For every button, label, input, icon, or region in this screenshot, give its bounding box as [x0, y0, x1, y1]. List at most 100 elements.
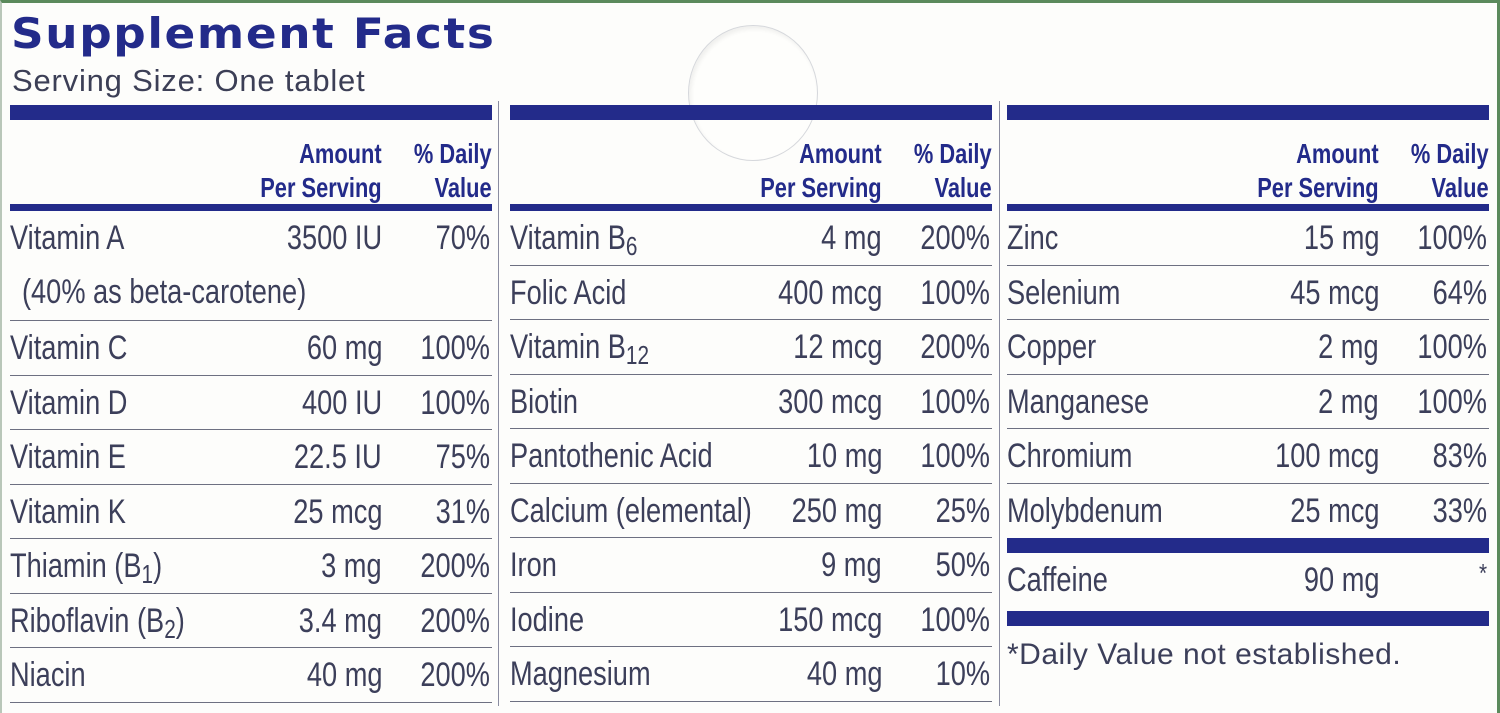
nutrient-name: Biotin	[510, 382, 579, 421]
nutrient-name: Vitamin K	[10, 492, 126, 531]
nutrient-daily-value: 200%	[920, 328, 990, 366]
nutrient-row: Molybdenum 25 mcg 33%	[1007, 484, 1489, 539]
nutrient-row: Magnesium 40 mg 10%	[510, 647, 992, 702]
nutrient-daily-value: 100%	[1417, 382, 1487, 421]
nutrient-name: Folic Acid	[510, 273, 627, 312]
nutrient-column-2: Amount Per Serving % Daily Value Vitamin…	[510, 105, 992, 705]
nutrient-daily-value: 75%	[435, 438, 490, 476]
nutrient-note: (40% as beta-carotene)	[22, 273, 307, 311]
column-header: Amount Per Serving % Daily Value	[1007, 120, 1489, 204]
nutrient-row: Vitamin E 22.5 IU 75%	[10, 430, 492, 485]
nutrient-row: Vitamin K 25 mcg 31%	[10, 485, 492, 539]
nutrient-amount: 150 mcg	[777, 600, 882, 639]
nutrient-daily-value: 100%	[420, 383, 490, 422]
nutrient-row: Iron 9 mg 50%	[510, 538, 992, 593]
amount-per-serving-heading: Amount Per Serving	[760, 138, 882, 203]
footnote: *Daily Value not established.	[1007, 638, 1402, 671]
nutrient-amount: 3500 IU	[286, 219, 382, 257]
nutrient-daily-value: 200%	[920, 219, 990, 257]
section-bar	[1007, 538, 1489, 553]
nutrient-name: Niacin	[10, 656, 86, 694]
nutrient-amount: 40 mg	[806, 655, 882, 693]
nutrient-daily-value: 200%	[420, 547, 490, 585]
nutrient-daily-value: 10%	[935, 655, 990, 693]
nutrient-name: Magnesium	[510, 655, 651, 693]
nutrient-row: Niacin 40 mg 200%	[10, 648, 492, 703]
nutrient-row: Vitamin B6 4 mg 200%	[510, 211, 992, 266]
daily-value-heading: % Daily Value	[1411, 138, 1489, 203]
amount-per-serving-heading: Amount Per Serving	[260, 138, 382, 203]
header-rule	[510, 204, 992, 211]
nutrient-name: Vitamin E	[10, 438, 126, 476]
nutrient-row: Thiamin (B1) 3 mg 200%	[10, 539, 492, 594]
nutrient-name: Vitamin B6	[510, 219, 638, 261]
nutrient-daily-value: 70%	[435, 219, 490, 257]
nutrient-column-1: Amount Per Serving % Daily Value Vitamin…	[10, 105, 492, 705]
amount-per-serving-heading: Amount Per Serving	[1257, 138, 1379, 203]
nutrient-name: Copper	[1007, 328, 1097, 366]
nutrient-daily-value: 100%	[920, 600, 990, 639]
nutrient-amount: 250 mg	[791, 491, 882, 530]
header-rule	[1007, 204, 1489, 211]
nutrient-name: Calcium (elemental)	[510, 491, 752, 530]
nutrient-amount: 2 mg	[1318, 382, 1379, 421]
nutrient-name: Manganese	[1007, 382, 1150, 421]
header-bar	[1007, 105, 1489, 120]
nutrient-row: Vitamin D 400 IU 100%	[10, 376, 492, 430]
header-bar	[510, 105, 992, 120]
nutrient-row: Vitamin C 60 mg 100%	[10, 321, 492, 376]
nutrient-amount: 15 mg	[1303, 219, 1379, 257]
nutrient-amount: 4 mg	[821, 219, 882, 257]
nutrient-amount: 25 mcg	[292, 492, 382, 531]
nutrient-daily-value: 100%	[1417, 328, 1487, 366]
nutrient-column-3: Amount Per Serving % Daily Value Zinc 15…	[1007, 105, 1489, 705]
nutrient-daily-value: 100%	[1417, 219, 1487, 257]
nutrient-row: Copper 2 mg 100%	[1007, 320, 1489, 375]
nutrient-daily-value: 100%	[920, 382, 990, 421]
nutrient-row: Vitamin B12 12 mcg 200%	[510, 320, 992, 375]
nutrient-row: Manganese 2 mg 100%	[1007, 375, 1489, 429]
nutrient-name: Vitamin A	[10, 219, 125, 257]
nutrient-daily-value: 100%	[420, 329, 490, 367]
asterisk-marker: *	[1478, 558, 1487, 588]
nutrient-amount: 45 mcg	[1289, 273, 1379, 312]
nutrient-row: Zinc 15 mg 100%	[1007, 211, 1489, 266]
caffeine-row: Caffeine 90 mg *	[1007, 553, 1489, 611]
nutrient-amount: 40 mg	[306, 656, 382, 694]
nutrient-name: Zinc	[1007, 219, 1059, 257]
nutrient-name: Chromium	[1007, 437, 1133, 475]
column-header: Amount Per Serving % Daily Value	[510, 120, 992, 204]
nutrient-row: Riboflavin (B2) 3.4 mg 200%	[10, 594, 492, 648]
serving-size: Serving Size: One tablet	[12, 63, 366, 98]
daily-value-heading: % Daily Value	[414, 138, 492, 203]
daily-value-heading: % Daily Value	[914, 138, 992, 203]
nutrient-row: Selenium 45 mcg 64%	[1007, 266, 1489, 320]
nutrient-name: Pantothenic Acid	[510, 437, 713, 475]
header-bar	[10, 105, 492, 120]
nutrient-daily-value: 33%	[1432, 491, 1487, 530]
nutrient-amount: 100 mcg	[1274, 437, 1379, 475]
column-divider	[498, 101, 499, 706]
nutrient-amount: 25 mcg	[1289, 491, 1379, 530]
section-bar	[1007, 611, 1489, 626]
column-header: Amount Per Serving % Daily Value	[10, 120, 492, 204]
nutrient-daily-value: 25%	[935, 491, 990, 530]
nutrient-name: Riboflavin (B2)	[10, 601, 185, 644]
label-title: Supplement Facts	[11, 9, 496, 58]
nutrient-row: Chromium 100 mcg 83%	[1007, 429, 1489, 484]
nutrient-name: Caffeine	[1007, 561, 1108, 599]
nutrient-amount: 3.4 mg	[298, 601, 382, 640]
nutrient-daily-value: 200%	[420, 601, 490, 640]
nutrient-amount: 12 mcg	[792, 328, 882, 366]
nutrient-daily-value: 83%	[1432, 437, 1487, 475]
nutrient-amount: 400 mcg	[777, 273, 882, 312]
nutrient-name: Selenium	[1007, 273, 1121, 312]
nutrient-row: Folic Acid 400 mcg 100%	[510, 266, 992, 320]
header-rule	[10, 204, 492, 211]
hang-hole-icon	[688, 25, 818, 161]
nutrient-daily-value: 100%	[920, 437, 990, 475]
nutrient-amount: 300 mcg	[777, 382, 882, 421]
nutrient-daily-value: 100%	[920, 273, 990, 312]
nutrient-name: Vitamin C	[10, 329, 128, 367]
